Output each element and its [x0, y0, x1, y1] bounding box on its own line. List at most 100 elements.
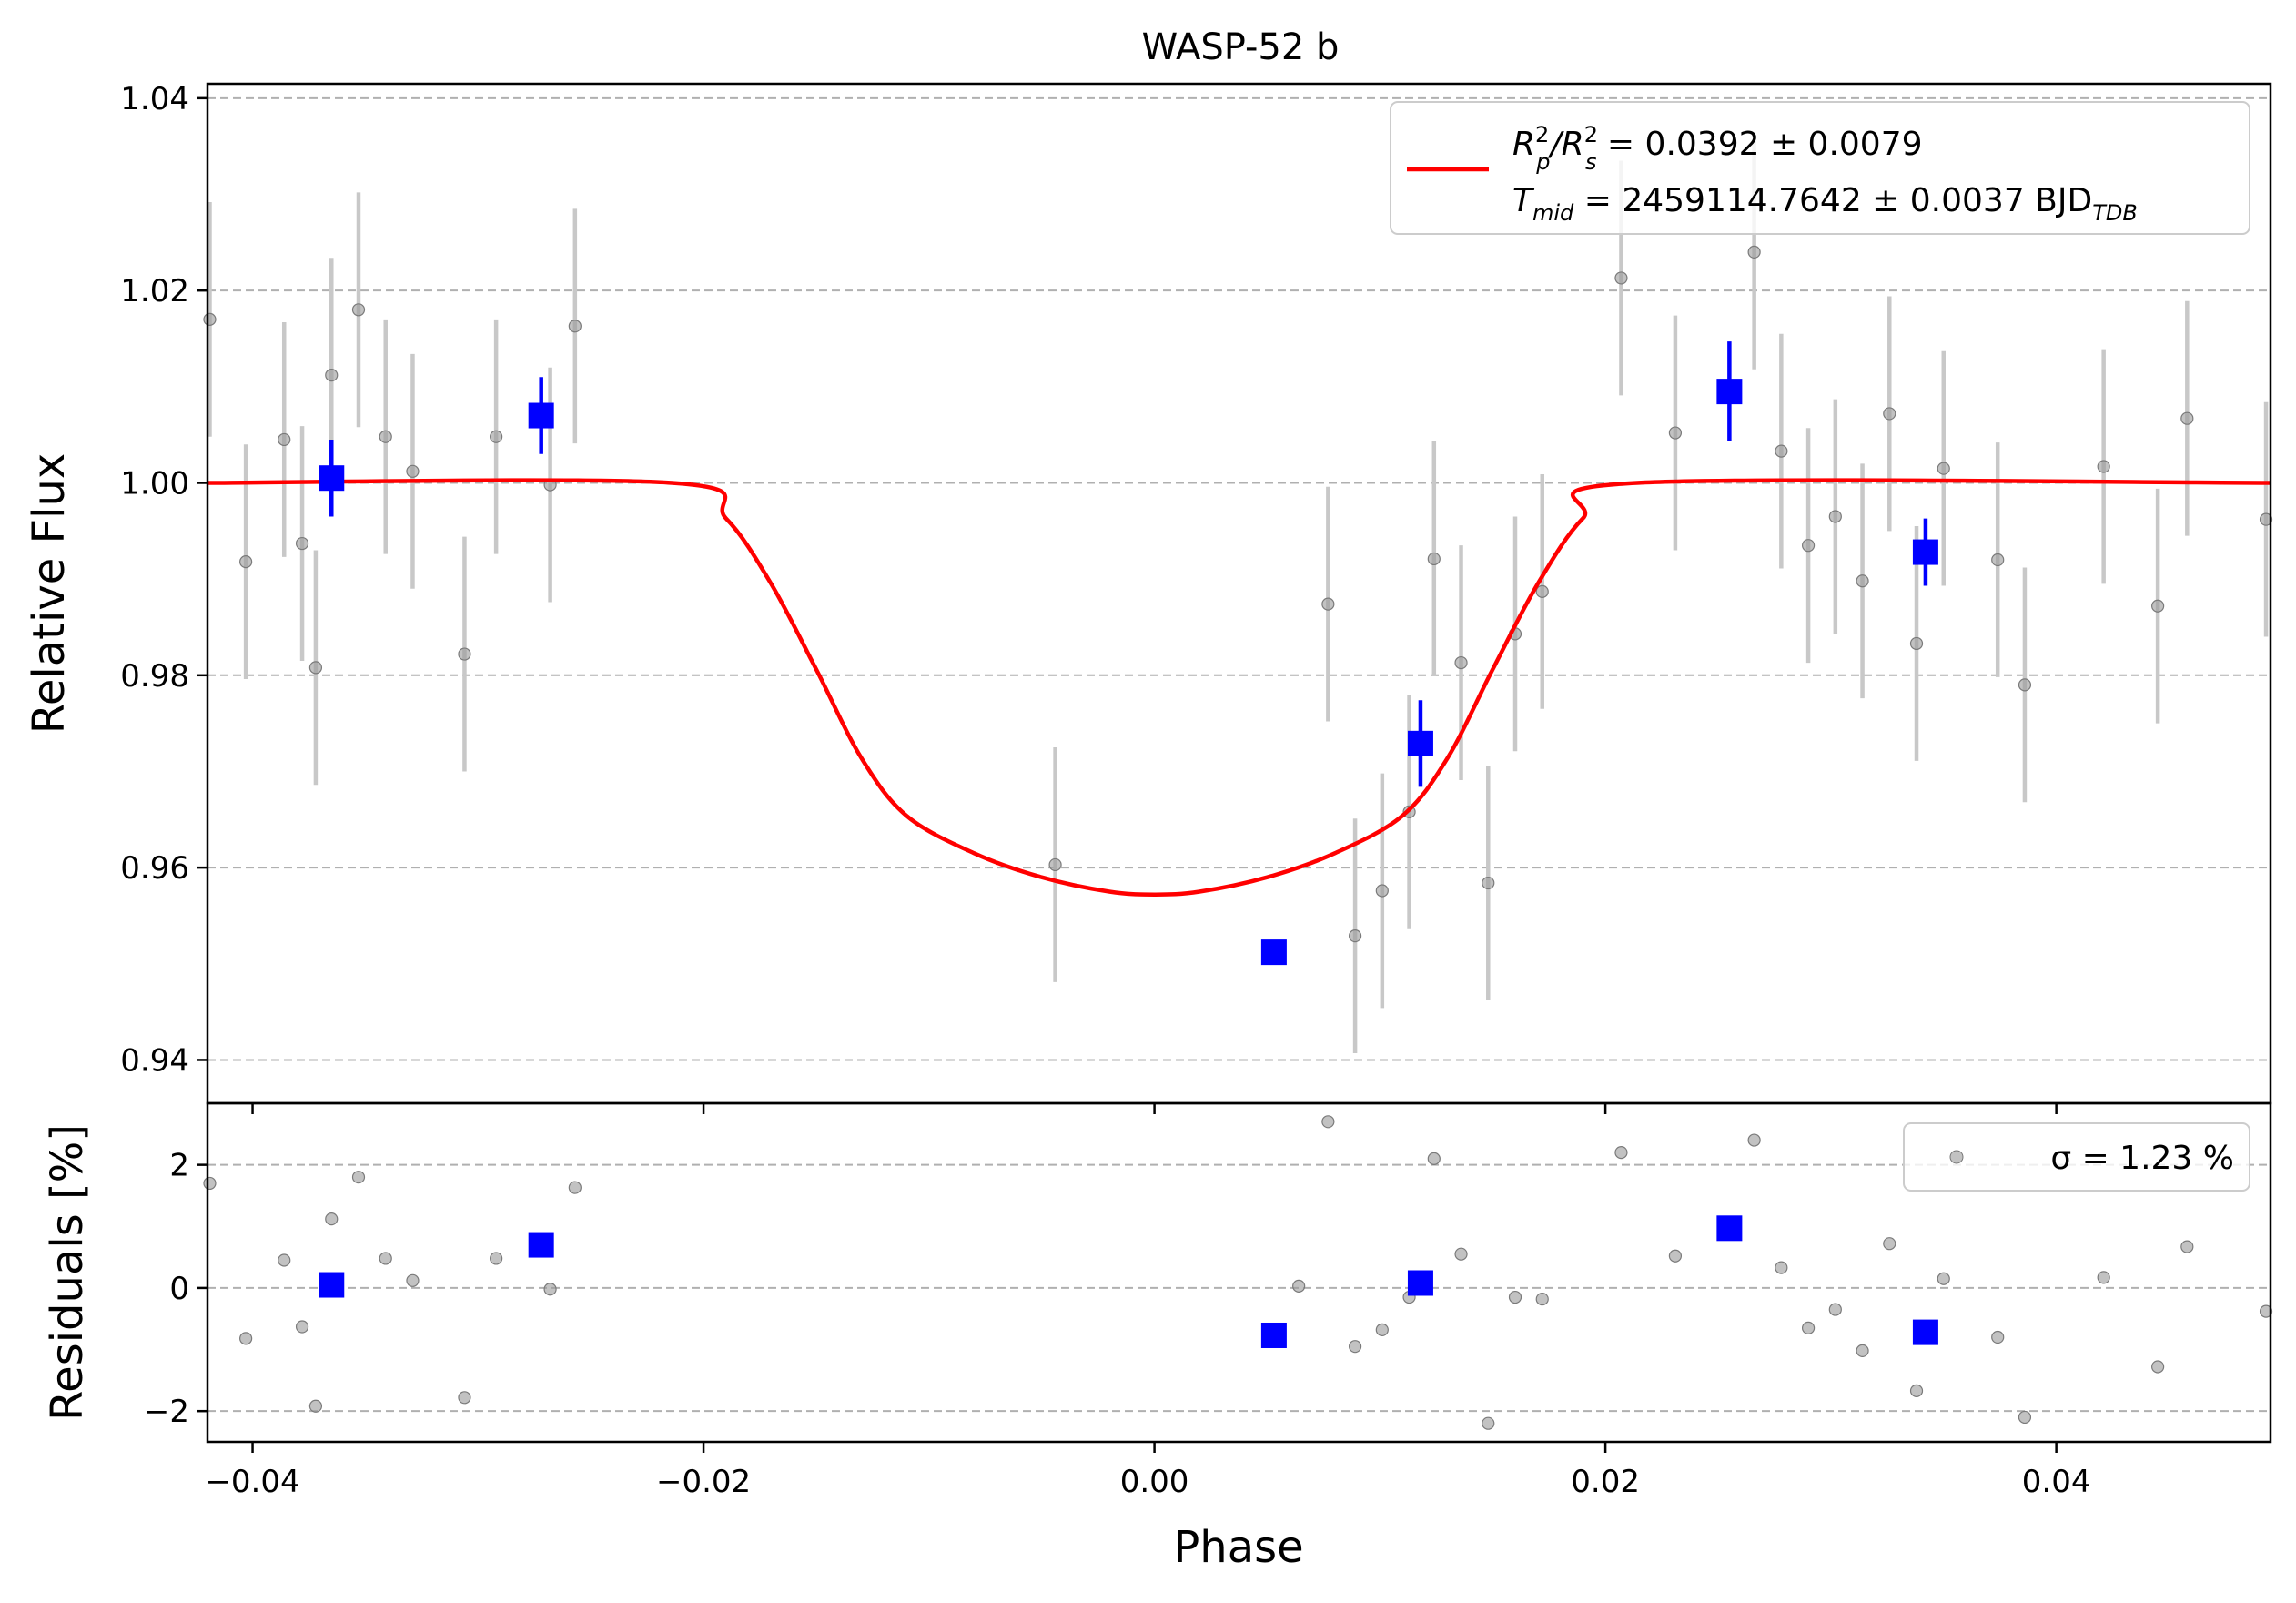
- raw-point: [406, 1273, 420, 1287]
- y-tick-label: 0.94: [120, 1042, 189, 1079]
- top-legend: R2 p/R2 s = 0.0392 ± 0.0079 Tmid = 2459114…: [1390, 101, 2250, 235]
- binned-point: [1716, 1215, 1743, 1242]
- raw-point: [1747, 245, 1761, 259]
- binned-point: [1407, 730, 1433, 756]
- raw-point: [379, 1252, 392, 1265]
- raw-point: [379, 430, 392, 443]
- binned-point: [1912, 1319, 1938, 1345]
- raw-point: [351, 1171, 366, 1184]
- raw-point: [1427, 1152, 1441, 1165]
- top-plot-frame: [206, 82, 2272, 1105]
- raw-point: [1883, 407, 1896, 421]
- bottom-binned-series: [319, 1215, 1938, 1348]
- raw-point: [1454, 655, 1468, 670]
- bottom-legend: σ = 1.23 %: [1903, 1122, 2250, 1192]
- raw-point: [1375, 1323, 1389, 1337]
- binned-point: [1260, 939, 1287, 966]
- raw-point: [1614, 1146, 1628, 1160]
- raw-point: [1321, 597, 1335, 611]
- x-tick-label: −0.04: [205, 1464, 299, 1500]
- top-model-series: [207, 478, 2271, 897]
- raw-point: [490, 430, 503, 443]
- raw-point: [1668, 1249, 1683, 1263]
- raw-point: [2151, 1360, 2165, 1374]
- y-tick-label: 1.02: [120, 273, 189, 309]
- raw-point: [1828, 1303, 1842, 1316]
- raw-point: [1775, 444, 1788, 458]
- raw-point: [1048, 857, 1062, 872]
- raw-point: [278, 432, 291, 447]
- top-legend-box: [1390, 101, 2250, 235]
- raw-point: [325, 1212, 339, 1226]
- x-tick-label: 0.00: [1120, 1464, 1189, 1500]
- top-legend-entry-2: Tmid = 2459114.7642 ± 0.0037 BJDTDB: [1512, 182, 2138, 226]
- raw-point: [458, 647, 471, 661]
- raw-point: [1801, 1321, 1816, 1334]
- raw-point: [406, 464, 420, 478]
- raw-point: [1482, 876, 1495, 890]
- raw-point: [1909, 1384, 1924, 1397]
- raw-point: [543, 1283, 557, 1296]
- bottom-y-ticks: −2 0 2: [144, 1148, 207, 1430]
- bottom-plot-frame: [206, 1101, 2272, 1444]
- binned-point: [319, 1272, 345, 1298]
- top-x-ticks: [251, 1103, 2058, 1114]
- raw-point: [1375, 884, 1389, 898]
- raw-point: [295, 536, 309, 551]
- bottom-gridlines: [207, 1163, 2271, 1413]
- raw-point: [2180, 1240, 2194, 1253]
- top-y-ticks: 0.94 0.96 0.98 1.00 1.02 1.04: [120, 81, 207, 1079]
- raw-point: [1535, 584, 1549, 598]
- x-tick-label: 0.04: [2022, 1464, 2091, 1500]
- top-gridlines: [207, 96, 2271, 1061]
- bottom-legend-marker: [1949, 1150, 1964, 1164]
- raw-point: [2180, 411, 2194, 425]
- raw-point: [568, 320, 582, 333]
- raw-point: [1937, 462, 1950, 475]
- chart-title: WASP-52 b: [1142, 26, 1340, 68]
- y-tick-label: 1.00: [120, 465, 189, 502]
- raw-point: [568, 1181, 582, 1194]
- raw-point: [239, 555, 253, 569]
- binned-point: [528, 402, 554, 429]
- binned-point: [1260, 1322, 1287, 1348]
- raw-point: [1427, 552, 1441, 566]
- raw-point: [1775, 1261, 1788, 1274]
- y-tick-label: 0.96: [120, 850, 189, 887]
- binned-point: [1716, 379, 1743, 405]
- binned-point: [528, 1232, 554, 1258]
- bottom-legend-box: [1903, 1122, 2250, 1192]
- raw-point: [1856, 1344, 1869, 1357]
- raw-point: [1454, 1247, 1468, 1261]
- x-tick-label: 0.02: [1571, 1464, 1640, 1500]
- raw-point: [2018, 678, 2032, 692]
- raw-point: [1991, 1330, 2005, 1344]
- y-tick-label: 2: [169, 1148, 189, 1184]
- raw-point: [1292, 1279, 1306, 1293]
- raw-point: [1801, 539, 1816, 553]
- raw-point: [308, 661, 323, 675]
- x-tick-label: −0.02: [656, 1464, 751, 1500]
- y-tick-label: 0: [169, 1271, 189, 1307]
- y-tick-label: −2: [144, 1394, 189, 1430]
- binned-point: [1407, 1270, 1433, 1296]
- raw-point: [351, 303, 366, 317]
- raw-point: [278, 1253, 291, 1267]
- raw-point: [295, 1320, 309, 1334]
- top-raw-series: [203, 135, 2273, 1054]
- bottom-raw-series: [203, 1115, 2273, 1430]
- raw-point: [2259, 1304, 2273, 1318]
- raw-point: [308, 1399, 323, 1413]
- raw-point: [1535, 1292, 1549, 1306]
- raw-point: [1909, 636, 1924, 651]
- raw-point: [490, 1252, 503, 1265]
- bottom-legend-label: σ = 1.23 %: [2050, 1140, 2234, 1177]
- raw-point: [1614, 271, 1628, 285]
- raw-point: [1348, 1340, 1362, 1354]
- model-curve: [207, 478, 2271, 897]
- bottom-y-axis-title: Residuals [%]: [42, 1124, 93, 1421]
- raw-point: [1883, 1237, 1896, 1251]
- raw-point: [1747, 1133, 1761, 1147]
- raw-point: [1482, 1416, 1495, 1430]
- binned-point: [1912, 539, 1938, 565]
